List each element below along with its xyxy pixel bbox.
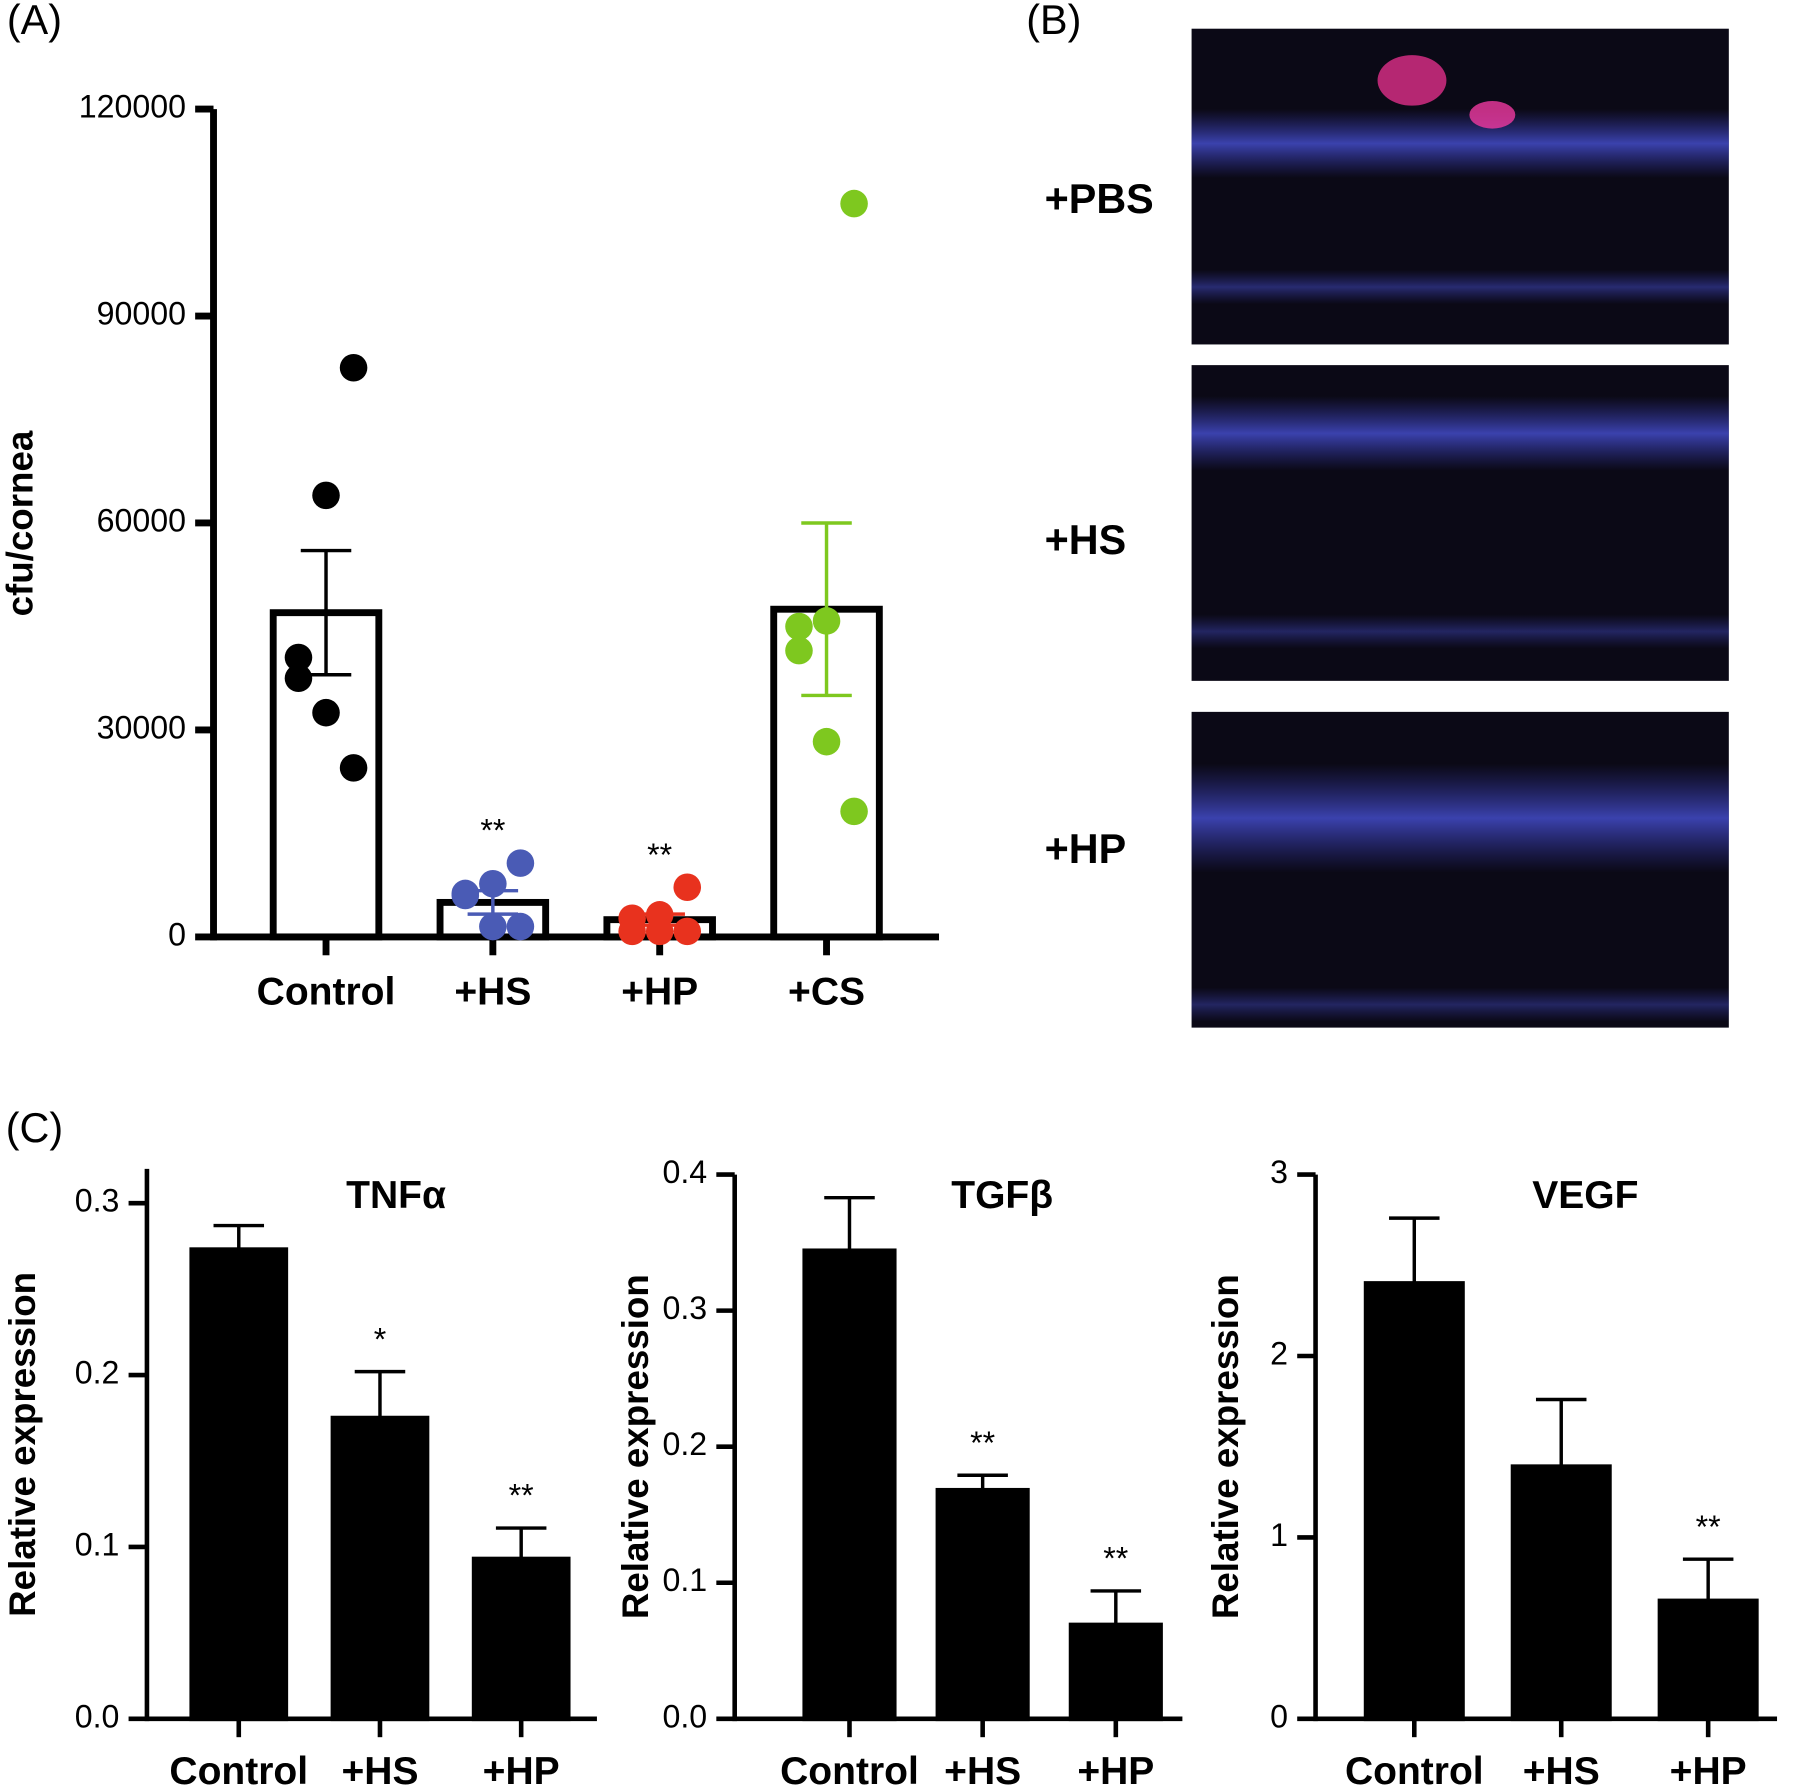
y-tick-label: 0.3 [75,1183,120,1219]
x-tick-label: +HS [341,1750,418,1790]
y-tick-label: 30000 [97,709,186,745]
bar [1510,1464,1612,1722]
data-point [312,698,340,727]
significance-label: ** [1696,1509,1721,1545]
x-tick-label: Control [1345,1750,1484,1790]
significance-label: ** [509,1478,534,1514]
bar [189,1247,289,1722]
cell-layer [1191,614,1729,649]
y-tick-label: 0.3 [662,1290,707,1326]
micrograph [1191,365,1729,681]
bar [1363,1281,1465,1722]
data-point [284,664,313,692]
image-label: +HS [1045,517,1127,563]
y-axis-label: Relative expression [615,1274,656,1619]
bar [471,1556,571,1722]
cell-layer [1191,987,1729,1022]
data-point [339,754,368,782]
y-axis-label: Relative expression [1205,1274,1246,1619]
data-point [339,353,368,382]
x-tick-label: +HP [1670,1750,1747,1790]
y-axis-label: Relative expression [2,1272,43,1617]
data-point [618,917,646,946]
significance-label: ** [970,1425,995,1461]
y-tick-label: 2 [1270,1335,1288,1371]
data-point [673,873,702,902]
cell-layer [1191,109,1729,178]
x-tick-label: +HS [944,1750,1021,1790]
y-tick-label: 120000 [79,89,186,125]
bar [330,1415,430,1722]
data-point [506,912,535,941]
data-point [506,849,535,877]
y-tick-label: 0.1 [75,1526,120,1562]
data-point [673,917,702,946]
significance-label: * [374,1321,387,1357]
data-point [840,189,868,218]
data-point [312,481,340,510]
data-point [479,912,507,941]
chart-title: VEGF [1532,1174,1638,1217]
data-point [645,917,674,946]
y-tick-label: 0.2 [662,1426,707,1462]
bar [1068,1622,1163,1722]
data-point [451,881,480,910]
chart-title: TNFα [346,1174,446,1217]
data-point [785,612,813,641]
y-tick-label: 0.1 [662,1562,707,1598]
y-tick-label: 60000 [97,502,186,538]
image-label: +HP [1045,826,1127,872]
bar [935,1487,1030,1722]
significance-label: ** [647,837,672,873]
x-tick-label: Control [257,971,396,1014]
image-label: +PBS [1045,176,1154,222]
panel-label: (B) [1026,0,1081,43]
y-tick-label: 3 [1270,1154,1288,1190]
x-tick-label: Control [780,1750,919,1790]
data-point [785,636,813,665]
cell-layer [1191,763,1729,873]
stain [1377,55,1447,106]
x-tick-label: +HP [621,971,698,1014]
y-tick-label: 0.2 [75,1355,120,1391]
x-tick-label: +CS [788,971,865,1014]
significance-label: ** [1103,1541,1128,1577]
data-point [284,643,313,672]
significance-label: ** [480,813,505,849]
y-tick-label: 0.0 [662,1698,707,1734]
y-tick-label: 90000 [97,296,186,332]
cell-layer [1191,396,1729,471]
y-axis-label: cfu/cornea [0,430,41,616]
stain [1469,101,1516,129]
panel-label: (A) [7,0,62,43]
chart-title: TGFβ [951,1174,1053,1217]
y-tick-label: 0.0 [75,1698,120,1734]
x-tick-label: +HS [454,971,531,1014]
data-point [479,870,507,898]
data-point [812,727,841,756]
y-tick-label: 0 [168,916,186,952]
y-tick-label: 0 [1270,1698,1288,1734]
y-tick-label: 0.4 [662,1154,707,1190]
x-tick-label: Control [169,1750,308,1790]
x-tick-label: +HS [1523,1750,1600,1790]
bar [802,1248,897,1722]
bar [1657,1598,1759,1722]
micrograph [1191,711,1729,1028]
cell-layer [1191,269,1729,305]
panel-label: (C) [6,1105,63,1151]
y-tick-label: 1 [1270,1517,1288,1553]
x-tick-label: +HP [483,1750,560,1790]
micrograph [1191,28,1729,345]
data-point [840,797,868,826]
x-tick-label: +HP [1077,1750,1154,1790]
data-point [812,607,841,635]
